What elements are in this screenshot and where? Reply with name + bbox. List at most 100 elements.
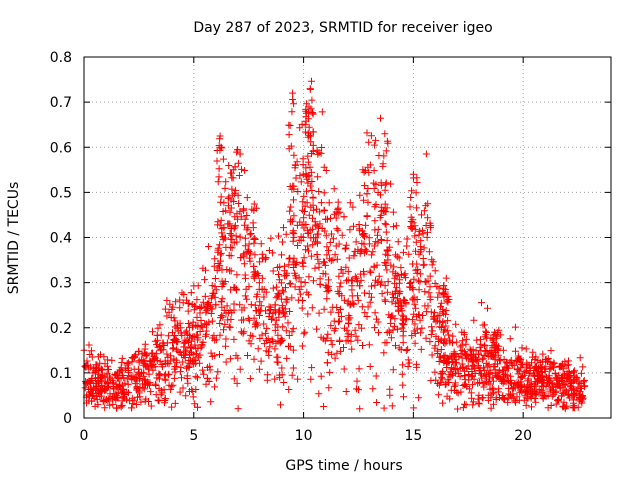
data-point: [300, 254, 308, 262]
data-point: [346, 199, 354, 207]
data-point: [386, 385, 394, 393]
data-point: [431, 342, 439, 350]
data-point: [258, 274, 266, 282]
data-point: [262, 288, 270, 296]
data-point: [440, 328, 447, 336]
data-point: [409, 170, 417, 178]
data-point: [180, 291, 188, 298]
data-point: [217, 251, 224, 259]
data-point: [395, 306, 403, 314]
data-point: [292, 161, 299, 169]
data-point: [501, 395, 509, 402]
data-point: [348, 345, 356, 353]
data-point: [243, 194, 251, 202]
data-point: [253, 307, 260, 315]
data-point: [228, 244, 236, 252]
data-point: [262, 307, 269, 315]
data-point: [177, 351, 185, 359]
data-point: [451, 381, 459, 389]
data-point: [276, 337, 284, 345]
data-point: [541, 367, 549, 375]
data-point: [105, 366, 112, 373]
data-point: [535, 372, 543, 380]
data-point: [370, 167, 378, 175]
data-point: [428, 327, 436, 335]
data-point: [327, 337, 335, 345]
data-point: [217, 312, 225, 319]
data-point: [437, 303, 444, 311]
data-point: [101, 404, 109, 412]
data-point: [532, 398, 540, 406]
data-point: [161, 372, 169, 380]
data-point: [379, 160, 387, 168]
data-point: [482, 372, 490, 380]
data-point: [339, 269, 347, 277]
data-point: [504, 398, 512, 406]
data-point: [431, 368, 439, 376]
data-point: [100, 353, 108, 361]
data-point: [89, 369, 97, 377]
data-point: [211, 352, 219, 360]
data-point: [486, 375, 493, 383]
data-point: [384, 246, 392, 254]
data-point: [313, 238, 321, 246]
data-point: [260, 320, 268, 328]
data-point: [364, 185, 372, 192]
data-point: [309, 147, 317, 155]
data-point: [377, 236, 385, 243]
x-axis-label: GPS time / hours: [285, 458, 402, 474]
data-point: [194, 403, 201, 411]
data-point: [347, 331, 355, 339]
data-point: [253, 290, 261, 298]
data-point: [487, 404, 495, 412]
data-point: [241, 242, 249, 250]
data-point: [386, 313, 394, 321]
data-point: [383, 288, 391, 296]
data-point: [443, 297, 451, 305]
data-point: [229, 174, 237, 182]
data-point: [216, 331, 224, 339]
data-point: [429, 258, 437, 266]
data-point: [559, 403, 567, 411]
data-point: [433, 283, 441, 290]
data-point: [320, 403, 328, 410]
x-tick-label: 20: [514, 428, 532, 444]
data-point: [409, 295, 417, 303]
data-point: [412, 189, 420, 197]
data-point: [504, 364, 512, 372]
data-point: [247, 301, 255, 309]
data-point: [330, 185, 338, 193]
data-point: [467, 373, 475, 381]
data-point: [417, 345, 425, 353]
data-point: [555, 362, 563, 370]
data-point: [439, 399, 447, 407]
data-point: [377, 181, 385, 189]
data-point: [461, 376, 469, 384]
data-point: [444, 317, 452, 325]
data-point: [415, 394, 423, 402]
data-point: [81, 384, 89, 392]
data-point: [240, 253, 248, 261]
data-point: [366, 363, 374, 370]
data-point: [431, 267, 439, 275]
data-point: [524, 394, 532, 402]
data-point: [353, 278, 361, 286]
data-point: [475, 367, 483, 374]
data-point: [227, 235, 235, 243]
data-point: [157, 386, 165, 394]
data-point: [263, 376, 271, 384]
data-point: [190, 333, 198, 340]
data-point: [197, 344, 205, 352]
data-point: [83, 357, 91, 365]
data-point: [280, 379, 288, 386]
data-point: [407, 278, 415, 286]
data-point: [313, 205, 320, 213]
data-point: [408, 187, 416, 195]
data-point: [226, 230, 234, 237]
data-point: [278, 286, 286, 294]
data-point: [400, 393, 407, 401]
data-point: [361, 289, 368, 297]
data-point: [416, 270, 424, 278]
data-point: [268, 314, 276, 322]
data-point: [96, 359, 104, 367]
